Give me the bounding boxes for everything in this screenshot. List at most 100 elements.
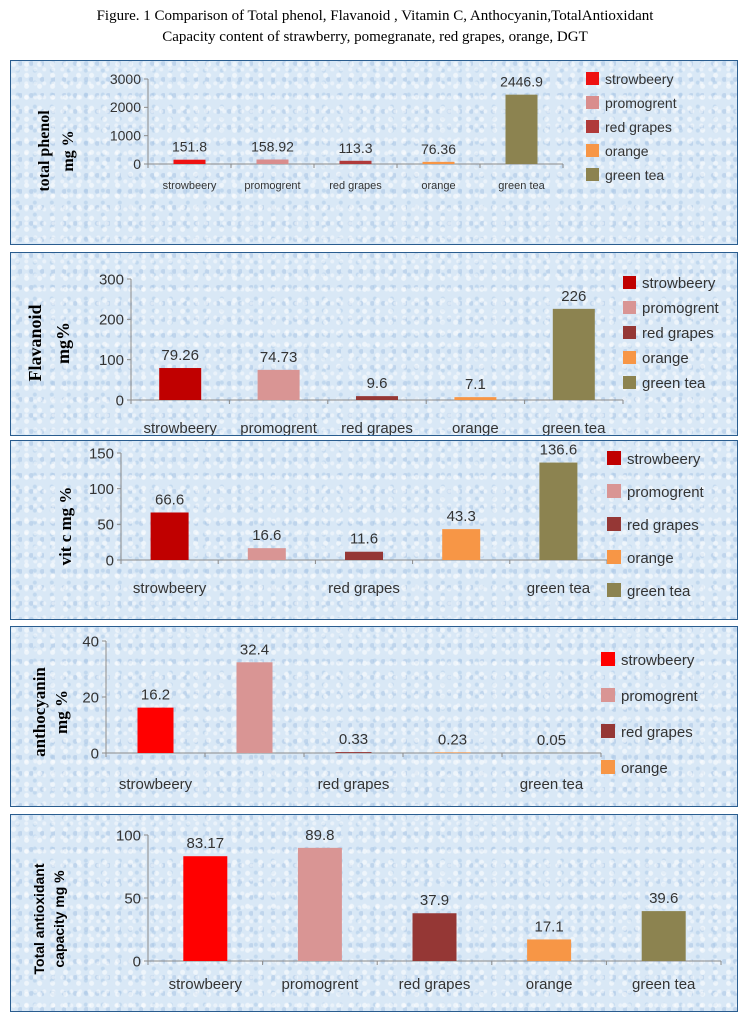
x-tick-label-red-grapes: red grapes <box>329 180 382 192</box>
legend-swatch-orange <box>623 351 636 364</box>
data-label-promogrent: 16.6 <box>252 527 281 544</box>
bar-strowbeery <box>150 512 189 560</box>
legend-swatch-red-grapes <box>607 517 621 531</box>
x-tick-label-promogrent: promogrent <box>244 180 300 192</box>
legend-entry-red-grapes: red grapes <box>605 119 672 135</box>
y-tick-label: 0 <box>133 953 141 970</box>
legend-entry-promogrent: promogrent <box>605 95 677 111</box>
y-axis-title: total phenol <box>36 110 53 192</box>
x-tick-label-red-grapes: red grapes <box>328 580 400 597</box>
y-tick-label: 2000 <box>110 99 141 115</box>
data-label-promogrent: 89.8 <box>305 827 334 844</box>
data-label-red-grapes: 0.33 <box>339 731 368 748</box>
legend-entry-green-tea: green tea <box>642 375 706 392</box>
y-axis-title: Flavanoid <box>25 304 45 381</box>
y-tick-label: 100 <box>99 352 124 369</box>
y-axis-title: capacity mg % <box>51 870 67 968</box>
legend-entry-orange: orange <box>642 350 689 367</box>
data-label-green-tea: 0.05 <box>537 732 566 749</box>
legend-swatch-strowbeery <box>623 276 636 289</box>
legend-swatch-green-tea <box>586 168 599 181</box>
chart-total-antioxidant: 0 50 100 83.17 strowbeery 89.8 promogrent 37.9 r… <box>31 827 722 993</box>
data-label-green-tea: 136.6 <box>540 442 578 459</box>
x-tick-label-strowbeery: strowbeery <box>163 180 217 192</box>
legend-entry-strowbeery: strowbeery <box>621 652 695 669</box>
chart-vitamin-c: 0 50 100 150 66.6 strowbeery 16.6 11.6 red grape… <box>56 442 705 600</box>
legend-entry-orange: orange <box>621 760 668 777</box>
bar-orange <box>454 397 497 400</box>
legend-entry-strowbeery: strowbeery <box>642 275 716 292</box>
bar-promogrent <box>236 662 273 753</box>
y-axis-title: mg% <box>53 322 73 364</box>
data-label-green-tea: 2446.9 <box>500 74 543 90</box>
bar-red-grapes <box>356 396 398 400</box>
y-tick-label: 0 <box>91 745 99 762</box>
data-label-strowbeery: 79.26 <box>161 347 199 364</box>
y-tick-label: 100 <box>89 481 114 498</box>
x-tick-label-green-tea: green tea <box>520 776 584 793</box>
data-label-strowbeery: 83.17 <box>187 835 225 852</box>
bar-green-tea <box>539 462 578 560</box>
y-tick-label: 20 <box>82 689 99 706</box>
bar-red-grapes <box>339 160 372 164</box>
legend-entry-promogrent: promogrent <box>627 484 705 501</box>
bar-promogrent <box>256 159 289 164</box>
legend-swatch-red-grapes <box>601 724 615 738</box>
chart-panel-total-phenol: 0 1000 2000 3000 151.8 strowbeery 158.92 promog… <box>10 60 738 245</box>
data-label-promogrent: 158.92 <box>251 138 294 154</box>
y-tick-label: 50 <box>124 890 141 907</box>
x-tick-label-green-tea: green tea <box>632 976 696 993</box>
y-tick-label: 50 <box>97 517 114 534</box>
legend-swatch-green-tea <box>607 583 621 597</box>
data-label-promogrent: 74.73 <box>260 349 298 366</box>
bar-red-grapes <box>345 551 383 560</box>
bar-strowbeery <box>183 856 228 961</box>
y-tick-label: 1000 <box>110 128 141 144</box>
data-label-orange: 43.3 <box>447 508 476 525</box>
legend-entry-red-grapes: red grapes <box>642 325 714 342</box>
bar-promogrent <box>247 548 286 560</box>
legend-swatch-strowbeery <box>586 72 599 85</box>
legend-swatch-orange <box>601 760 615 774</box>
data-label-orange: 7.1 <box>465 376 486 393</box>
bar-orange <box>434 752 471 753</box>
bar-strowbeery <box>137 707 174 753</box>
chart-panel-vitamin-c: 0 50 100 150 66.6 strowbeery 16.6 11.6 red grape… <box>10 440 738 620</box>
x-tick-label-red-grapes: red grapes <box>341 420 413 436</box>
x-tick-label-green-tea: green tea <box>527 580 591 597</box>
x-tick-label-red-grapes: red grapes <box>318 776 390 793</box>
bar-red-grapes <box>335 752 372 753</box>
y-tick-label: 0 <box>116 392 124 409</box>
legend-swatch-promogrent <box>623 301 636 314</box>
legend-entry-red-grapes: red grapes <box>621 724 693 741</box>
x-tick-label-promogrent: promogrent <box>282 976 360 993</box>
legend-entry-green-tea: green tea <box>605 167 664 183</box>
data-label-green-tea: 39.6 <box>649 890 678 907</box>
data-label-promogrent: 32.4 <box>240 641 269 658</box>
data-label-red-grapes: 9.6 <box>367 375 388 392</box>
y-tick-label: 100 <box>116 827 141 844</box>
bar-orange <box>442 529 481 560</box>
chart-panel-flavanoid: 0 100 200 300 79.26 strowbeery 74.73 promogrent… <box>10 252 738 436</box>
bar-strowbeery <box>159 368 202 400</box>
figure-caption: Figure. 1 Comparison of Total phenol, Fl… <box>0 6 750 48</box>
bar-promogrent <box>257 369 300 400</box>
bar-green-tea <box>641 911 686 961</box>
data-label-strowbeery: 151.8 <box>172 139 207 155</box>
data-label-orange: 17.1 <box>534 918 563 935</box>
data-label-strowbeery: 66.6 <box>155 491 184 508</box>
chart-flavanoid: 0 100 200 300 79.26 strowbeery 74.73 promogrent… <box>25 271 720 436</box>
y-tick-label: 0 <box>106 552 114 569</box>
data-label-green-tea: 226 <box>561 288 586 305</box>
y-tick-label: 3000 <box>110 71 141 87</box>
x-tick-label-strowbeery: strowbeery <box>144 420 218 436</box>
x-tick-label-orange: orange <box>452 420 499 436</box>
legend-swatch-green-tea <box>623 376 636 389</box>
bar-promogrent <box>297 847 342 961</box>
legend-swatch-strowbeery <box>607 451 621 465</box>
x-tick-label-promogrent: promogrent <box>240 420 318 436</box>
x-tick-label-green-tea: green tea <box>498 180 545 192</box>
y-axis-title: vit c mg % <box>56 487 75 566</box>
y-axis-title: anthocyanin <box>30 667 49 757</box>
data-label-orange: 0.23 <box>438 731 467 748</box>
